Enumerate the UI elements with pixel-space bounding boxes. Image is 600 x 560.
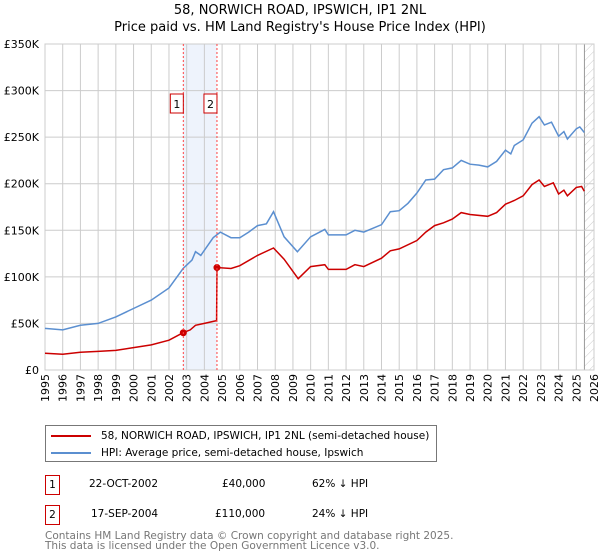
sale-point [213,264,221,272]
sale-price: £40,000 [222,478,266,490]
x-tick-label: 2003 [181,374,194,402]
x-tick-label: 2011 [322,374,335,402]
legend-item-property: 58, NORWICH ROAD, IPSWICH, IP1 2NL (semi… [51,428,429,444]
x-tick-label: 1998 [92,374,105,402]
x-tick-label: 1996 [57,374,70,402]
x-tick-label: 2022 [517,374,530,402]
y-tick-label: £150K [4,224,40,237]
y-tick-label: £250K [4,131,40,144]
sale-marker-box [169,93,184,114]
x-tick-label: 2021 [499,374,512,402]
y-tick-label: £50K [11,317,40,330]
price-chart: 1 2 1995 1996 1997 1998 1999 2000 2001 2002 2003 20… [4,38,600,402]
x-tick-label: 2006 [234,374,247,402]
x-tick-label: 2005 [216,374,229,402]
x-tick-label: 2024 [553,374,566,402]
x-tick-label: 2015 [393,374,406,402]
x-tick-label: 2012 [340,374,353,402]
sale-marker-box [203,93,218,114]
x-tick-label: 2019 [464,374,477,402]
x-tick-label: 2023 [535,374,548,402]
sale-date: 17-SEP-2004 [91,508,159,520]
y-tick-label: £300K [4,85,40,98]
sale-date: 22-OCT-2002 [89,478,158,490]
x-tick-label: 2008 [269,374,282,402]
x-tick-label: 2009 [287,374,300,402]
chart-title: 58, NORWICH ROAD, IPSWICH, IP1 2NL [173,3,427,18]
property-price-line [44,179,585,355]
plot-border [44,43,595,371]
x-tick-label: 2020 [482,374,495,402]
y-tick-label: £350K [4,38,40,51]
x-tick-label: 2001 [145,374,158,402]
x-tick-label: 2013 [358,374,371,402]
footer-licence: This data is licensed under the Open Gov… [45,540,380,552]
legend-label-hpi: HPI: Average price, semi-detached house,… [101,447,364,459]
x-tick-label: 1999 [110,374,123,402]
hpi-line [44,115,585,331]
y-tick-label: £100K [4,271,40,284]
x-tick-label: 2000 [128,374,141,402]
sale-badge: 1 [45,475,60,495]
x-tick-label: 2010 [305,374,318,402]
x-tick-label: 1997 [74,374,87,402]
chart-subtitle: Price paid vs. HM Land Registry's House … [114,20,486,35]
sale-hpi-delta: 24% ↓ HPI [312,508,369,520]
x-tick-label: 2026 [588,374,600,402]
sale-marker-label: 1 [173,98,180,111]
sale-marker-label: 2 [207,98,214,111]
transaction-row: 2 17-SEP-2004 £110,000 24% ↓ HPI [45,505,465,525]
red-line-swatch [51,435,91,437]
transaction-row: 1 22-OCT-2002 £40,000 62% ↓ HPI [45,475,465,495]
sale-price: £110,000 [215,508,266,520]
x-tick-label: 1995 [39,374,52,402]
sale-hpi-delta: 62% ↓ HPI [312,478,369,490]
y-tick-label: £0 [25,364,39,377]
x-tick-label: 2007 [252,374,265,402]
legend: 58, NORWICH ROAD, IPSWICH, IP1 2NL (semi… [45,425,437,462]
sale-badge: 2 [45,505,60,525]
x-tick-label: 2017 [429,374,442,402]
x-tick-label: 2025 [570,374,583,402]
y-tick-label: £200K [4,178,40,191]
blue-line-swatch [51,452,91,454]
x-tick-label: 2004 [198,374,211,402]
footer-copyright: Contains HM Land Registry data © Crown c… [45,530,454,542]
x-tick-label: 2016 [411,374,424,402]
forecast-hatch [584,44,594,370]
x-tick-label: 2002 [163,374,176,402]
x-tick-label: 2018 [446,374,459,402]
x-tick-label: 2014 [375,374,388,402]
legend-label-property: 58, NORWICH ROAD, IPSWICH, IP1 2NL (semi… [101,430,430,442]
legend-item-hpi: HPI: Average price, semi-detached house,… [51,445,363,461]
